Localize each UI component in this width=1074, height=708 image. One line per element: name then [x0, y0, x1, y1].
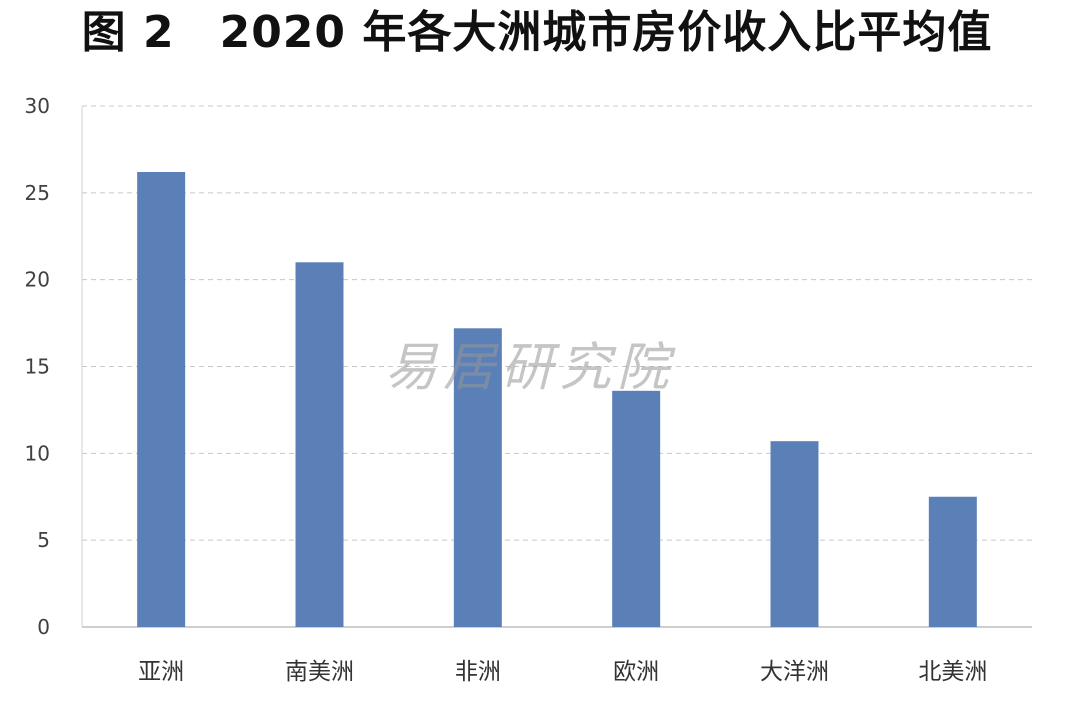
- x-category-label: 南美洲: [285, 659, 354, 685]
- y-axis-ticks: 0 5 10 15 20 25 30: [25, 94, 50, 639]
- x-axis-labels: 亚洲 南美洲 非洲 欧洲 大洋洲 北美洲: [138, 659, 987, 685]
- x-category-label: 亚洲: [138, 659, 184, 685]
- bar: [928, 496, 977, 627]
- gridlines: [82, 105, 1032, 541]
- bars: [137, 171, 977, 627]
- bar: [453, 328, 502, 627]
- chart-title: 图 2 2020 年各大洲城市房价收入比平均值: [81, 7, 993, 58]
- x-category-label: 欧洲: [613, 659, 659, 685]
- x-category-label: 非洲: [455, 659, 501, 685]
- x-category-label: 大洋洲: [760, 659, 829, 685]
- y-tick-label: 25: [25, 181, 50, 205]
- bar: [137, 171, 186, 627]
- y-tick-label: 20: [25, 268, 50, 292]
- y-tick-label: 0: [37, 615, 50, 639]
- y-tick-label: 10: [25, 441, 50, 465]
- y-tick-label: 5: [37, 528, 50, 552]
- bar: [295, 262, 344, 627]
- bar: [612, 390, 661, 627]
- y-tick-label: 15: [25, 355, 50, 379]
- y-tick-label: 30: [25, 94, 50, 118]
- bar: [770, 441, 819, 627]
- watermark: 易居研究院: [385, 338, 676, 398]
- x-category-label: 北美洲: [918, 659, 987, 685]
